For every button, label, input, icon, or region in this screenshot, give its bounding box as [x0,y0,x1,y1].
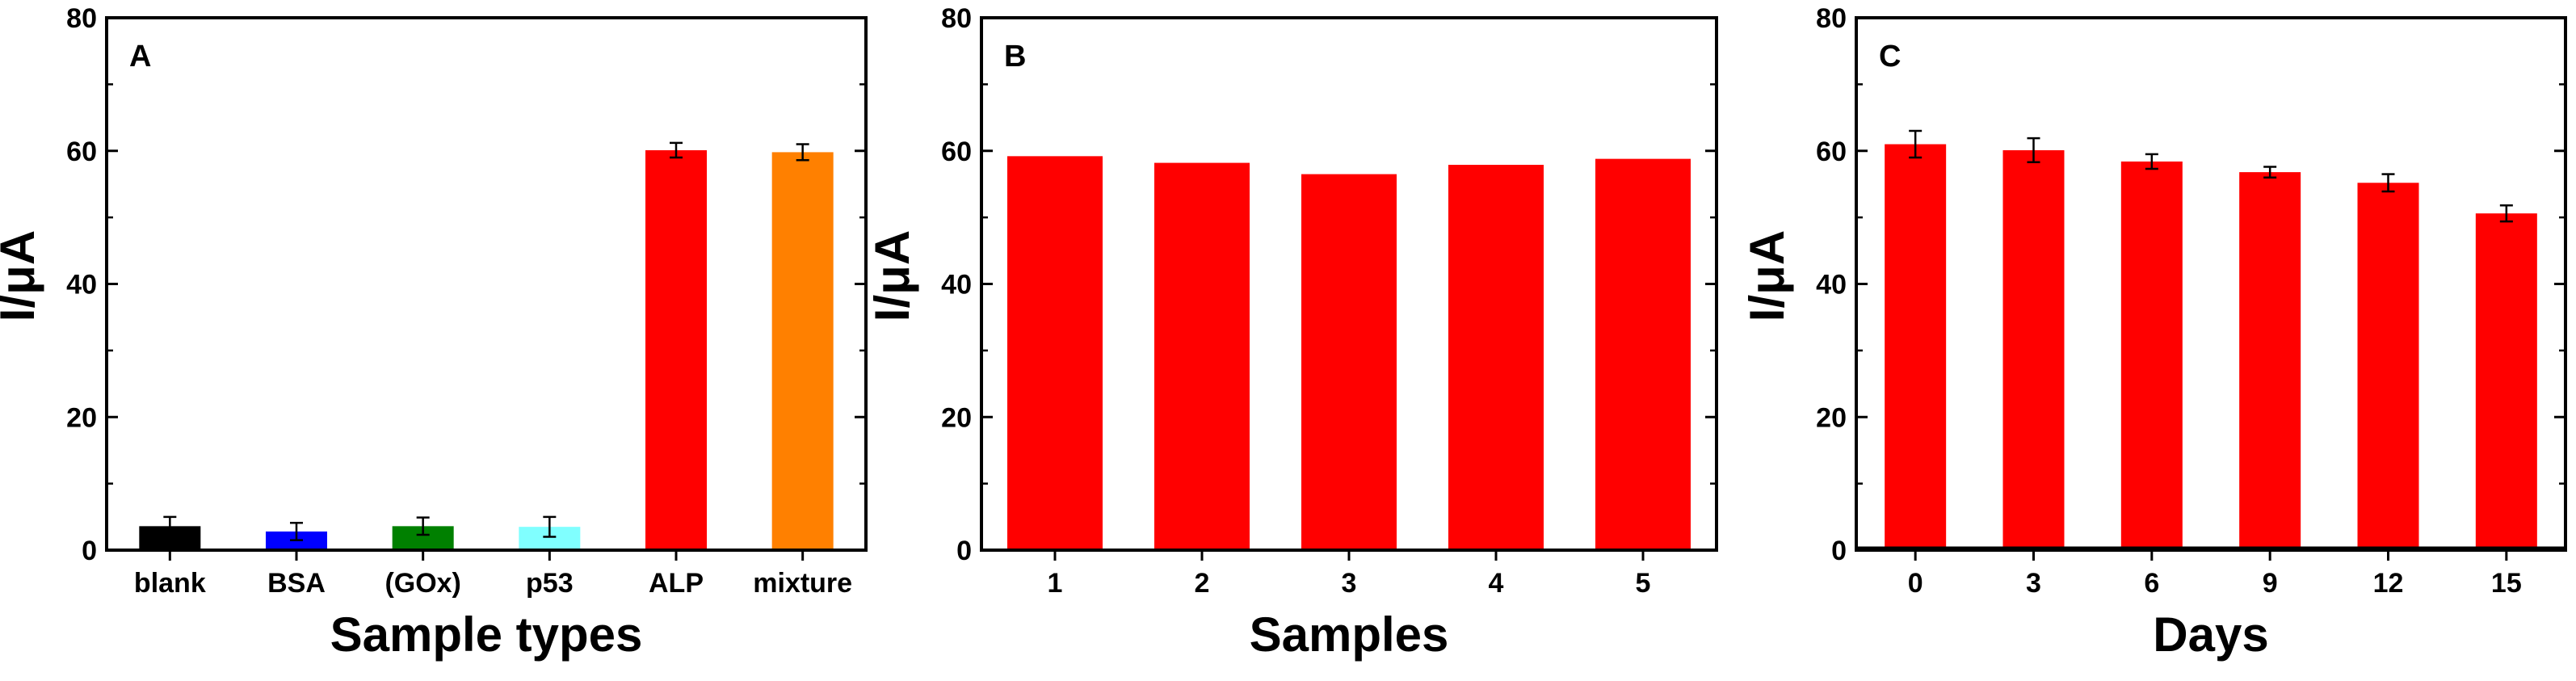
y-tick-label: 80 [941,3,972,34]
x-tick-label: 3 [2026,568,2041,599]
bar-9 [2239,172,2301,551]
y-tick-label: 20 [66,402,97,433]
bar-ALP [645,149,707,550]
error-bar-6 [2145,153,2158,170]
y-tick-label: 40 [941,270,972,301]
y-tick-label: 0 [1831,536,1847,566]
error-bar-blank [163,515,177,537]
plot-frame [105,16,868,552]
bar-2 [1154,162,1250,550]
x-tick-label: 5 [1636,568,1651,599]
bar-3 [1301,174,1397,551]
error-bar-12 [2381,173,2395,193]
error-bar-ALP [670,141,683,159]
y-tick-label: 60 [1816,137,1847,167]
y-tick-label: 0 [956,536,972,566]
y-tick-label: 80 [66,3,97,34]
y-tick-label: 20 [1816,402,1847,433]
x-tick-label: p53 [526,568,574,599]
chart-panel-c: 0 20 40 60 80 0 3 6 9 12 15 C Days I/μA [1740,3,2567,662]
error-bar-p53 [543,515,557,538]
y-tick-label: 60 [941,137,972,167]
x-tick-label: 6 [2144,568,2159,599]
error-bar-mixture [796,143,809,162]
chart-panel-a: 0 20 40 60 80 blank BSA (GOx) p53 ALP mixture A Samp… [0,3,868,662]
error-bar-0 [1909,129,1923,159]
y-tick-label: 40 [1816,270,1847,301]
y-tick-label: 20 [941,402,972,433]
error-bar-9 [2263,166,2277,179]
x-tick-label: ALP [649,568,704,599]
x-axis-title: Days [2153,607,2268,662]
y-tick-label: 60 [66,137,97,167]
panel-label: A [129,40,151,74]
y-tick-label: 40 [66,270,97,301]
y-axis-title: I/μA [0,230,44,322]
bar-mixture [771,152,834,550]
bar-6 [2120,161,2183,550]
x-tick-label: 15 [2491,568,2522,599]
error-bar-(GOx) [416,516,430,536]
bar-1 [1007,156,1103,550]
x-tick-label: BSA [267,568,326,599]
x-tick-label: blank [134,568,206,599]
x-tick-label: 1 [1048,568,1063,599]
y-tick-label: 0 [82,536,97,566]
error-bar-3 [2027,137,2040,164]
x-tick-label: (GOx) [385,568,460,599]
x-tick-label: 2 [1195,568,1210,599]
y-axis-title: I/μA [1740,230,1794,322]
plot-frame [1855,16,2567,552]
y-axis-title: I/μA [865,230,919,322]
x-tick-label: 4 [1489,568,1504,599]
error-bar-15 [2499,204,2513,223]
x-axis-title: Sample types [330,607,643,662]
error-bar-BSA [290,521,303,541]
x-tick-label: mixture [753,568,852,599]
bar-15 [2475,213,2537,550]
bar-4 [1448,165,1544,550]
bar-12 [2357,183,2419,551]
x-tick-label: 9 [2263,568,2278,599]
bar-3 [2002,149,2065,550]
x-tick-label: 0 [1908,568,1923,599]
x-tick-label: 12 [2373,568,2404,599]
chart-panel-b: 0 20 40 60 80 1 2 3 4 5 B Samples I/μA [865,3,1718,662]
x-axis-title: Samples [1250,607,1449,662]
bar-0 [1885,144,1947,550]
panel-label: B [1004,40,1026,74]
bar-5 [1595,158,1691,550]
panel-label: C [1879,40,1901,74]
y-tick-label: 80 [1816,3,1847,34]
x-tick-label: 3 [1342,568,1357,599]
